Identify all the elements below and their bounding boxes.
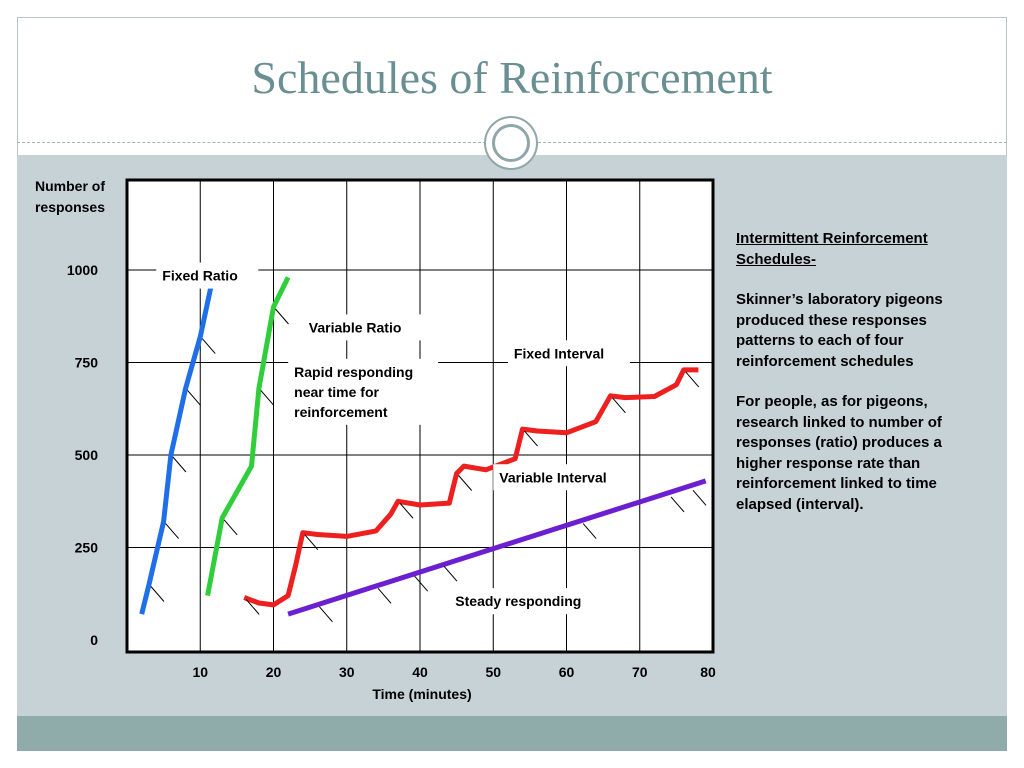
series-label-box <box>507 340 630 367</box>
reinforcement-tick <box>414 575 429 592</box>
series-label: Fixed Ratio <box>162 268 237 284</box>
series-label: Variable Ratio <box>309 319 402 335</box>
series-label: Variable Interval <box>499 469 606 485</box>
x-tick-label: 60 <box>559 664 575 680</box>
side-heading: Intermittent Reinforcement Schedules- <box>736 230 928 268</box>
reinforcement-tick <box>458 475 473 491</box>
annotation-label-box <box>288 358 439 425</box>
x-tick-label: 70 <box>632 664 648 680</box>
annotation-label: Rapid responding near time for reinforceme… <box>294 364 413 420</box>
x-tick-label: 50 <box>485 664 501 680</box>
x-tick-label: 40 <box>412 664 428 680</box>
series-label-box <box>302 314 423 341</box>
slide-title: Schedules of Reinforcement <box>251 52 773 103</box>
y-tick-label: 250 <box>75 540 99 556</box>
y-axis-label: Number of responses <box>35 178 105 215</box>
series-label: Fixed Interval <box>514 345 604 361</box>
y-tick-label: 0 <box>90 632 98 648</box>
reinforcement-tick <box>524 430 538 447</box>
reinforcement-tick <box>187 390 201 406</box>
reinforcement-tick <box>150 586 165 602</box>
x-tick-label: 10 <box>192 664 208 680</box>
reinforcement-tick <box>377 588 392 604</box>
reinforcement-tick <box>612 397 626 414</box>
reinforcement-tick <box>670 496 685 513</box>
side-text: Intermittent Reinforcement Schedules- Sk… <box>736 229 986 535</box>
ring-ornament-icon <box>484 116 538 170</box>
reinforcement-tick <box>304 534 319 551</box>
reinforcement-tick <box>165 523 180 539</box>
x-tick-label: 20 <box>266 664 282 680</box>
reinforcement-tick <box>692 489 707 506</box>
y-tick-label: 750 <box>75 355 99 371</box>
side-paragraph-1: Skinner’s laboratory pigeons produced th… <box>736 291 943 370</box>
footer-bar <box>17 716 1007 751</box>
series-label-box <box>156 262 259 289</box>
reinforcement-tick <box>201 338 216 354</box>
annotation-label-box <box>449 588 610 615</box>
x-tick-label: 80 <box>700 664 716 680</box>
reinforcement-tick <box>172 456 187 473</box>
series-line <box>287 478 707 617</box>
x-tick-label: 30 <box>339 664 355 680</box>
reinforcement-tick <box>260 390 275 406</box>
x-axis-label: Time (minutes) <box>372 686 471 702</box>
reinforcement-tick <box>399 502 414 519</box>
reinforcement-tick <box>223 519 238 536</box>
reinforcement-tick <box>245 599 260 615</box>
series-line <box>205 276 291 597</box>
side-paragraph-2: For people, as for pigeons, research lin… <box>736 393 942 513</box>
series-line <box>243 367 699 608</box>
reinforcement-tick <box>275 308 289 325</box>
reinforcement-tick <box>685 371 700 388</box>
plot-border <box>125 178 715 654</box>
reinforcement-tick <box>582 523 597 539</box>
series-label-box <box>493 464 634 491</box>
y-tick-label: 1000 <box>67 262 98 278</box>
reinforcement-tick <box>443 565 458 582</box>
annotation-label: Steady responding <box>455 593 581 609</box>
reinforcement-tick <box>319 606 333 623</box>
y-tick-label: 500 <box>75 447 99 463</box>
series-line <box>139 267 218 615</box>
